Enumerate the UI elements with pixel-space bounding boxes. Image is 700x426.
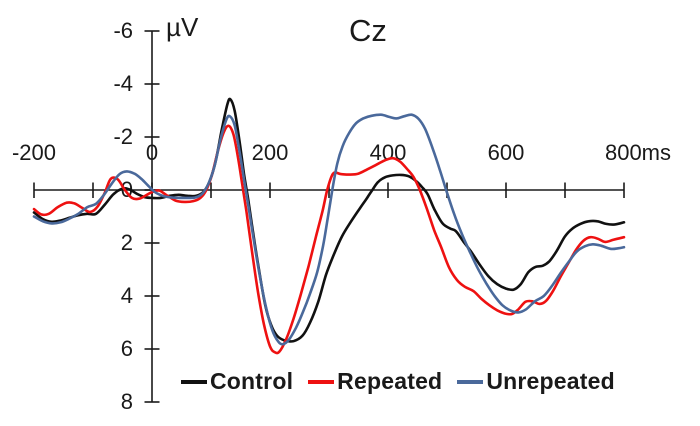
legend-label-repeated: Repeated [337,368,443,394]
x-tick-label: 800ms [605,140,671,165]
y-tick-label: 2 [121,230,133,255]
y-tick-label: -2 [113,124,133,149]
y-tick-label: -6 [113,18,133,43]
legend-item-control: Control [181,368,293,395]
legend-item-unrepeated: Unrepeated [457,368,615,395]
y-tick-label: 8 [121,389,133,414]
x-tick-label: -200 [12,140,56,165]
y-tick-label: 4 [121,283,133,308]
series-line-control [32,97,626,343]
y-axis-unit-label: µV [166,12,199,42]
legend-label-control: Control [210,368,294,394]
legend-swatch-repeated [308,379,335,384]
legend-label-unrepeated: Unrepeated [486,368,615,394]
series-line-unrepeated [32,113,626,346]
chart-title: Cz [349,13,387,48]
legend-swatch-control [181,379,207,384]
legend: Control Repeated Unrepeated [181,368,615,395]
y-tick-label: 6 [121,336,133,361]
legend-item-repeated: Repeated [308,368,442,395]
x-tick-label: 200 [252,140,289,165]
series-line-repeated [32,124,626,355]
x-tick-label: 600 [488,140,525,165]
legend-swatch-unrepeated [457,379,484,384]
x-tick-label: 0 [146,140,158,165]
y-tick-label: -4 [113,71,133,96]
